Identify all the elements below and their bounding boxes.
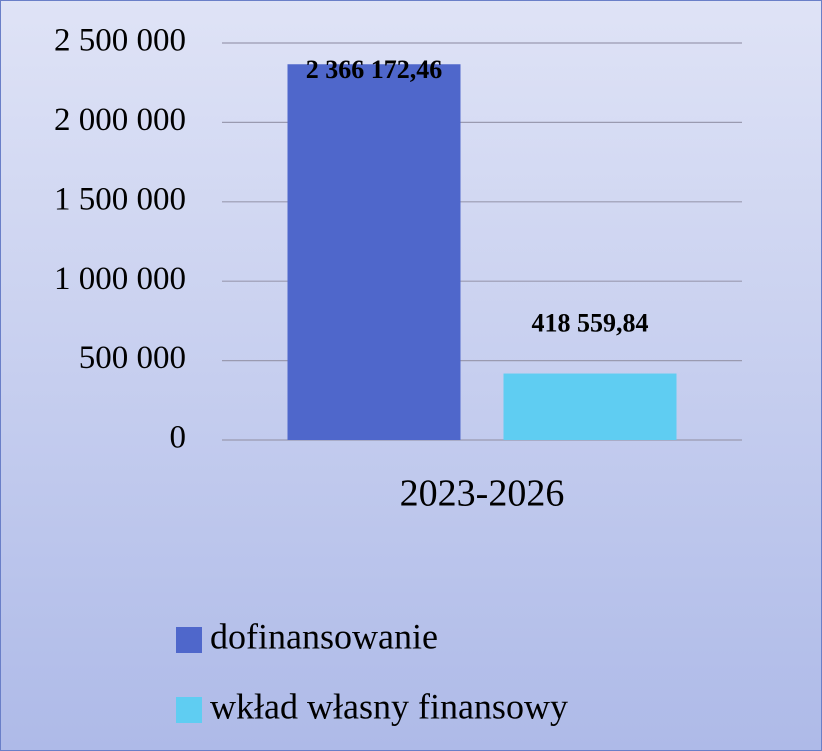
legend-swatch xyxy=(176,697,202,723)
y-tick-label: 500 000 xyxy=(79,340,186,376)
y-tick-label: 1 500 000 xyxy=(54,181,186,217)
y-tick-label: 0 xyxy=(170,420,187,456)
y-tick-label: 2 000 000 xyxy=(54,102,186,138)
x-tick-label: 2023-2026 xyxy=(400,473,565,515)
value-label: 2 366 172,46 xyxy=(306,55,443,84)
bar xyxy=(503,373,677,440)
y-tick-label: 2 500 000 xyxy=(54,23,186,59)
bar xyxy=(287,64,461,440)
value-label: 418 559,84 xyxy=(532,309,649,338)
y-tick-label: 1 000 000 xyxy=(54,261,186,297)
legend-label: wkład własny finansowy xyxy=(210,686,568,726)
legend-swatch xyxy=(176,627,202,653)
legend-label: dofinansowanie xyxy=(210,616,438,656)
